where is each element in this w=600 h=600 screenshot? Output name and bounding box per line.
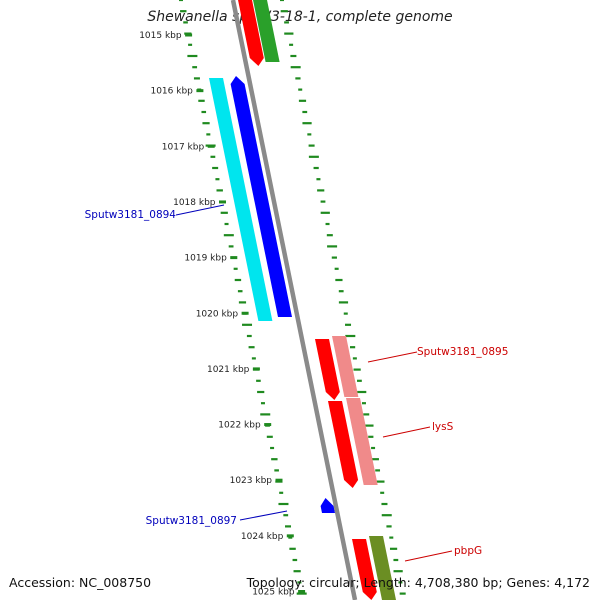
cds-feature — [238, 0, 264, 66]
cds-feature — [346, 398, 378, 485]
genome-backbone — [230, 0, 358, 600]
cds-feature — [230, 76, 292, 317]
kbp-ruler: 1015 kbp 1016 kbp 1017 kbp 1018 kbp 1019 kbp… — [139, 31, 306, 598]
gene-label-leader — [239, 510, 288, 521]
gene-label-leader — [404, 550, 453, 562]
kbp-tick-label: 1024 kbp — [241, 532, 284, 542]
cds-feature — [328, 401, 359, 488]
gene-label-leader — [367, 351, 418, 363]
kbp-tick-label: 1020 kbp — [196, 309, 239, 319]
gene-label[interactable]: lysS — [432, 421, 454, 433]
kbp-tick-label: 1019 kbp — [184, 254, 227, 264]
gene-label[interactable]: Sputw3181_0894 — [85, 209, 177, 221]
kbp-tick-label: 1023 kbp — [230, 476, 273, 486]
kbp-tick-label: 1015 kbp — [139, 31, 182, 41]
feature-tracks — [209, 0, 396, 600]
kbp-tick-label: 1025 kbp — [252, 588, 295, 598]
kbp-tick-label: 1021 kbp — [207, 365, 250, 375]
cds-feature — [253, 0, 280, 62]
gene-labels: Sputw3181_0894 Sputw3181_0895 lysS Sputw318… — [85, 204, 508, 562]
accession-text: Accession: NC_008750 — [9, 575, 152, 590]
kbp-tick-label: 1016 kbp — [150, 87, 193, 97]
cds-feature — [315, 339, 340, 400]
cds-feature — [369, 536, 396, 600]
kbp-tick-label: 1017 kbp — [162, 142, 205, 152]
genome-summary-text: Topology: circular; Length: 4,708,380 bp… — [246, 575, 590, 590]
gene-label-leader — [382, 426, 431, 438]
map-title: Shewanella sp. W3-18-1, complete genome — [147, 9, 453, 25]
gene-label[interactable]: pbpG — [454, 545, 482, 557]
kbp-tick-label: 1018 kbp — [173, 198, 216, 208]
kbp-tick-label: 1022 kbp — [218, 421, 261, 431]
cds-feature — [332, 336, 359, 397]
cds-feature — [352, 539, 377, 600]
cds-feature — [209, 78, 273, 321]
gene-label[interactable]: Sputw3181_0895 — [417, 346, 508, 358]
cds-feature — [320, 498, 335, 513]
gene-label[interactable]: Sputw3181_0897 — [146, 515, 237, 527]
gene-label-leader — [175, 204, 225, 216]
